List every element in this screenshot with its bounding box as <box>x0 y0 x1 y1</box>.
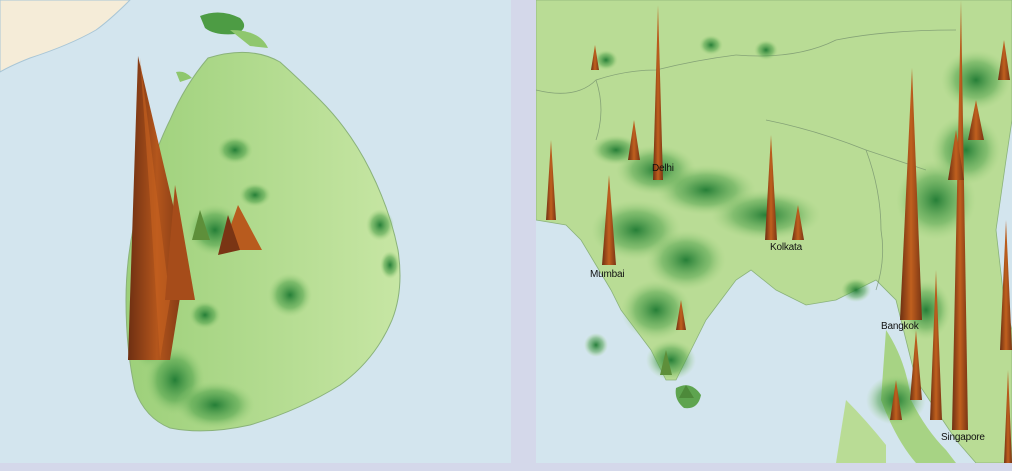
city-label-mumbai: Mumbai <box>590 269 624 280</box>
population-spikes <box>546 0 1012 463</box>
kolkata-spike <box>765 135 777 240</box>
south-asia-relief-map: Delhi Mumbai Kolkata Bangkok Singapore <box>536 0 1012 463</box>
jaffna-shoal <box>200 12 245 35</box>
shoal-3 <box>176 71 192 82</box>
sumatra <box>836 400 886 463</box>
city-label-singapore: Singapore <box>941 432 985 443</box>
relief-blobs <box>128 136 400 429</box>
city-label-kolkata: Kolkata <box>770 242 803 253</box>
malay-peninsula <box>881 330 956 463</box>
map-panel-sri-lanka[interactable] <box>0 0 511 463</box>
city-label-delhi: Delhi <box>652 163 674 174</box>
map-panel-south-asia[interactable]: Delhi Mumbai Kolkata Bangkok Singapore <box>536 0 1012 463</box>
sri-lanka-relief-map <box>0 0 401 432</box>
city-label-bangkok: Bangkok <box>881 321 920 332</box>
population-spikes <box>128 56 262 360</box>
india-coast <box>0 0 131 73</box>
shoal-2 <box>230 30 268 48</box>
delhi-spike <box>653 5 663 180</box>
country-borders <box>536 29 957 291</box>
city-labels: Delhi Mumbai Kolkata Bangkok Singapore <box>590 163 986 443</box>
mumbai-spike <box>602 175 616 265</box>
singapore-spike <box>952 0 968 430</box>
bangkok-spike <box>900 68 922 320</box>
